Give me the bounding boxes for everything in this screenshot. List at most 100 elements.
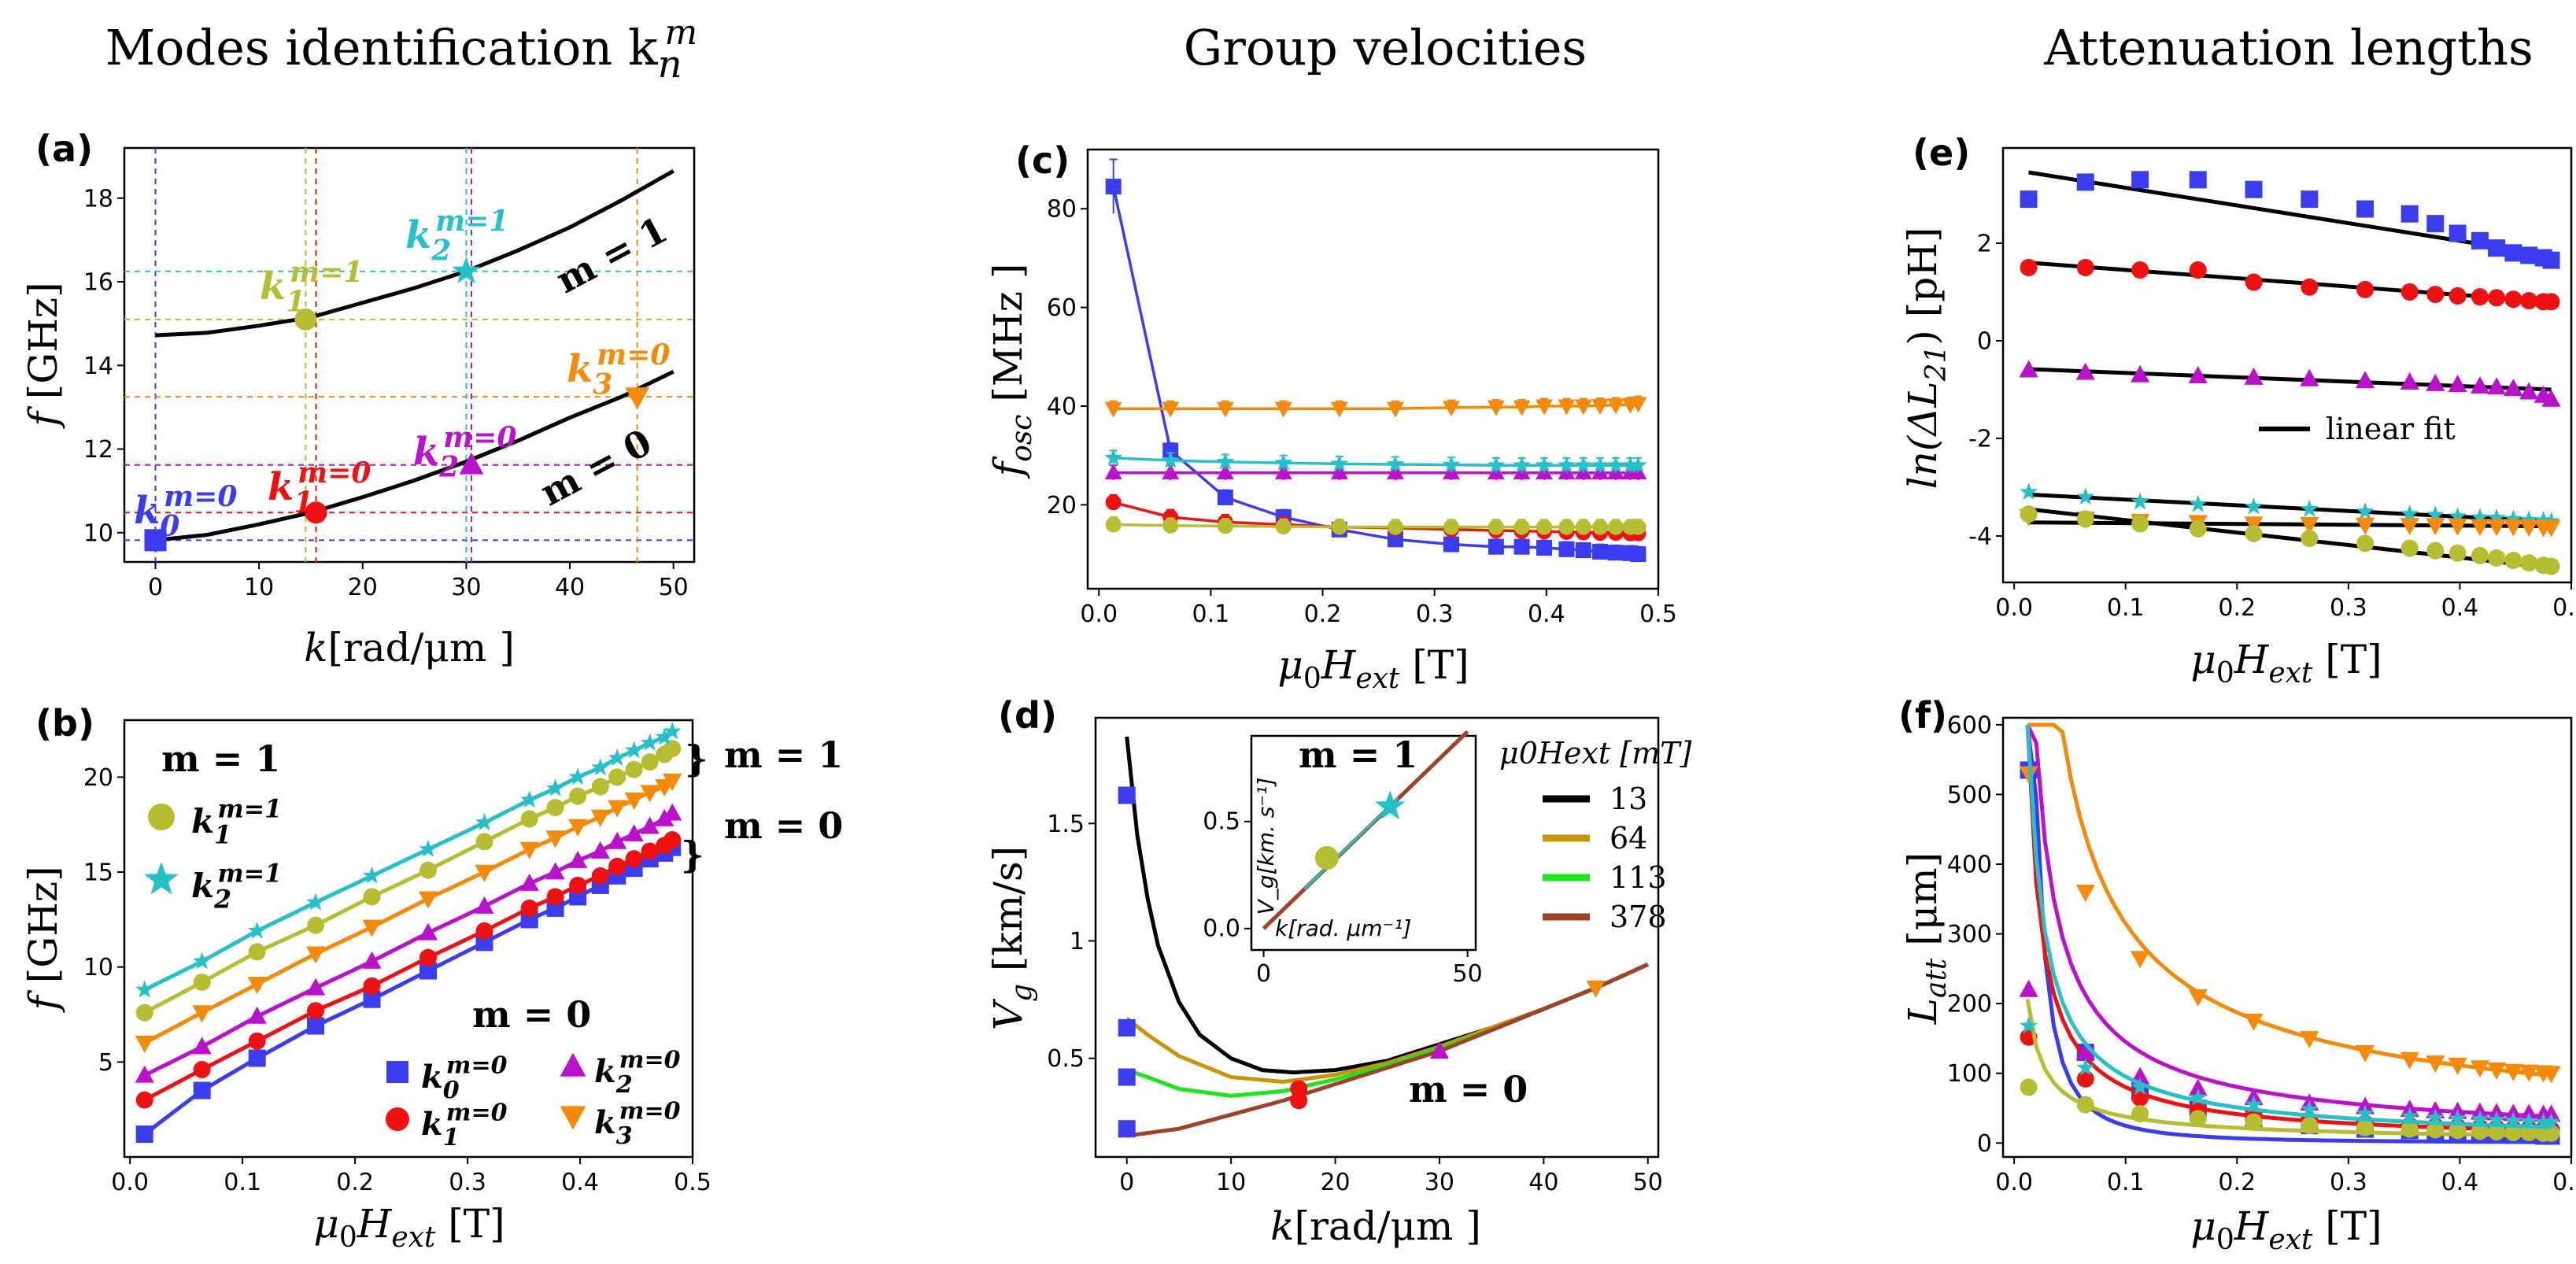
data-point-k1m1	[2189, 519, 2207, 538]
data-point-k0	[2356, 200, 2375, 218]
y-tick-label: 5	[98, 1049, 113, 1077]
data-point-k2m0	[2188, 365, 2208, 383]
data-point-k1m1	[2426, 1121, 2445, 1139]
legend-label-64: 64	[1610, 821, 1647, 856]
legend-marker-k2m1	[144, 862, 179, 895]
axes-frame	[1250, 734, 1477, 952]
data-point-k1m0	[2400, 283, 2419, 301]
data-point-k1m1	[1331, 519, 1347, 535]
data-point-k2m1	[2076, 1058, 2095, 1076]
data-point-k1m0	[363, 977, 381, 995]
data-point-k2m0	[545, 862, 565, 880]
y-tick-label: 20	[83, 764, 113, 792]
data-point-k1m0	[2471, 288, 2489, 306]
legend-marker-k2m0	[560, 1052, 586, 1077]
axes-frame	[123, 146, 696, 564]
x-tick-label: 0.4	[1528, 601, 1565, 628]
data-point-k2m0	[1104, 464, 1122, 480]
data-point-k2m0	[590, 841, 610, 859]
x-tick-label: 20	[1320, 1169, 1350, 1196]
data-point-k1m1	[2076, 1096, 2094, 1114]
data-point-k2m1	[1628, 456, 1647, 474]
data-point-k3m0	[663, 773, 682, 791]
mode-marker-k2m1	[452, 256, 481, 283]
data-point-k0	[2520, 246, 2538, 264]
axes-frame	[1086, 148, 1660, 590]
data-point-k2m0	[192, 1037, 212, 1055]
data-point-k3m0	[624, 792, 644, 810]
data-point-k2m0	[2519, 382, 2539, 400]
data-point-k1m1	[419, 861, 438, 879]
dispersion-curve-m0	[155, 370, 674, 542]
data-point-k3m0	[1443, 401, 1461, 417]
data-point-k1m0	[1105, 494, 1122, 511]
data-point-k2m1	[135, 980, 154, 998]
data-point-k1m1	[2076, 510, 2094, 528]
data-point-k1m0	[1290, 1080, 1308, 1098]
data-point-k0	[2131, 171, 2149, 189]
data-point-k3m0	[1629, 397, 1647, 413]
data-point-k1m1	[2448, 1122, 2467, 1140]
data-point-k3m0	[1330, 401, 1348, 418]
data-point-k0	[1607, 545, 1624, 561]
data-point-k3m0	[1586, 980, 1606, 998]
data-point-k3m0	[1558, 399, 1576, 416]
x-tick-label: 50	[659, 574, 689, 601]
fit-curve-k1m0	[2025, 724, 2552, 1133]
data-point-k1m1	[1513, 519, 1530, 535]
y-tick-label: 400	[1947, 852, 1992, 879]
panel-label-f: (f)	[1898, 694, 1947, 737]
data-point-k2m1	[2448, 507, 2467, 525]
y-tick-label: 10	[83, 954, 113, 981]
data-point-k2m0	[247, 1006, 267, 1024]
x-tick-label: 0.0	[1995, 1169, 2033, 1196]
data-point-k3m0	[1386, 401, 1404, 418]
data-point-k3m0	[2426, 518, 2445, 536]
data-point-k0	[1387, 531, 1403, 548]
data-point-k2m1	[193, 952, 212, 970]
x-tick-label: 0.5	[2552, 1169, 2576, 1196]
legend-label-13: 13	[1610, 782, 1647, 816]
y-tick-label: 16	[83, 269, 113, 297]
data-point-k2m1	[546, 778, 565, 796]
panel-a-dispersion: 0 10 20 30 40 50 10 12 14 16 18 k0m=0 k1m=0 k2m=0 k3m=…	[20, 146, 696, 671]
y-tick-label: 10	[83, 519, 113, 547]
data-point-k0	[1217, 490, 1233, 506]
y-axis-label: Vg [km/s]	[985, 846, 1038, 1030]
x-tick-label: 0.0	[111, 1169, 149, 1196]
panel-b-frequency-vs-field: 0.0 0.1 0.2 0.3 0.4 0.5 5 10 15 20 m = 1 k1m=1 k2m=1…	[20, 719, 843, 1254]
legend-label-k3m0: k3m=0	[594, 1098, 681, 1150]
data-point-k3m0	[519, 841, 539, 859]
data-point-k2m1	[2020, 1016, 2038, 1034]
data-point-k3m0	[2448, 1057, 2467, 1075]
data-point-k0	[1118, 786, 1136, 804]
data-point-k1m0	[608, 857, 626, 875]
data-point-k1m1	[625, 760, 643, 778]
data-point-k1m1	[1592, 519, 1609, 535]
data-point-k2m1	[591, 758, 610, 776]
x-tick-label: 0.2	[2218, 594, 2256, 622]
data-point-k1m0	[569, 876, 587, 894]
data-point-k0	[419, 962, 438, 980]
data-point-k1m1	[1275, 519, 1292, 535]
data-point-k1m1	[2504, 1124, 2522, 1141]
data-point-k3m0	[2541, 1066, 2561, 1084]
data-point-k2m0	[1162, 464, 1180, 480]
data-point-k3m0	[192, 1005, 212, 1023]
data-point-k1m1	[1387, 519, 1403, 535]
data-point-k0	[248, 1049, 266, 1067]
data-point-k3m0	[475, 864, 494, 882]
x-tick-label: 40	[555, 574, 585, 601]
data-point-k2m1	[2300, 1100, 2319, 1118]
data-point-k0	[2542, 251, 2560, 269]
data-point-k3m0	[2448, 518, 2467, 536]
data-point-k1m1	[2301, 1117, 2319, 1135]
data-point-k2m1	[568, 767, 587, 785]
y-tick-label: 300	[1947, 921, 1992, 948]
data-point-k2m1	[2448, 1109, 2467, 1127]
data-point-k1m0	[2356, 280, 2375, 298]
data-point-k3m0	[1104, 401, 1122, 418]
data-point-k2m1	[1104, 448, 1123, 466]
legend-label-k0: k0m=0	[421, 1052, 508, 1104]
data-point-k0	[1105, 179, 1122, 195]
